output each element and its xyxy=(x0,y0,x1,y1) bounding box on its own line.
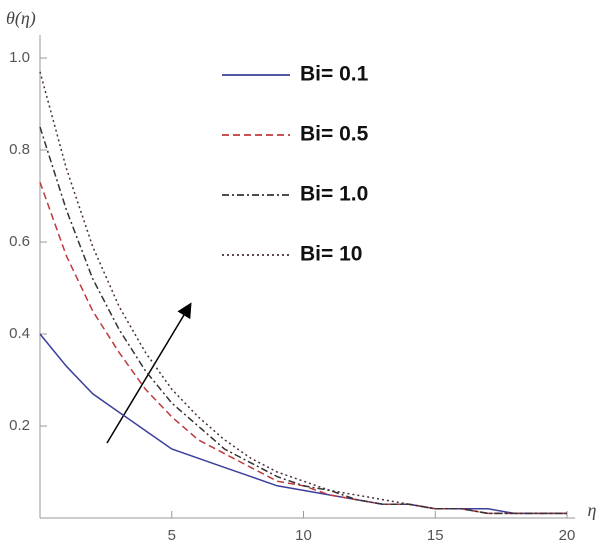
y-tick-label: 0.6 xyxy=(9,233,30,250)
data-line xyxy=(39,181,567,515)
x-axis-label: η xyxy=(588,500,597,520)
x-tick-label: 10 xyxy=(295,527,312,544)
y-tick-label: 1.0 xyxy=(9,49,30,66)
x-tick-label: 20 xyxy=(559,527,576,544)
legend-label: Bi= 0.5 xyxy=(300,123,369,146)
y-axis-label: θ(η) xyxy=(6,8,36,29)
data-line xyxy=(39,71,567,515)
x-tick-label: 15 xyxy=(427,527,444,544)
y-tick-label: 0.8 xyxy=(9,141,30,158)
legend-label: Bi= 0.1 xyxy=(300,63,369,86)
legend-label: Bi= 10 xyxy=(300,243,362,266)
data-line xyxy=(39,126,567,515)
y-tick-label: 0.2 xyxy=(9,417,30,434)
x-tick-label: 5 xyxy=(168,527,176,544)
legend-label: Bi= 1.0 xyxy=(300,183,368,206)
data-line xyxy=(39,333,567,515)
y-tick-label: 0.4 xyxy=(9,325,30,342)
